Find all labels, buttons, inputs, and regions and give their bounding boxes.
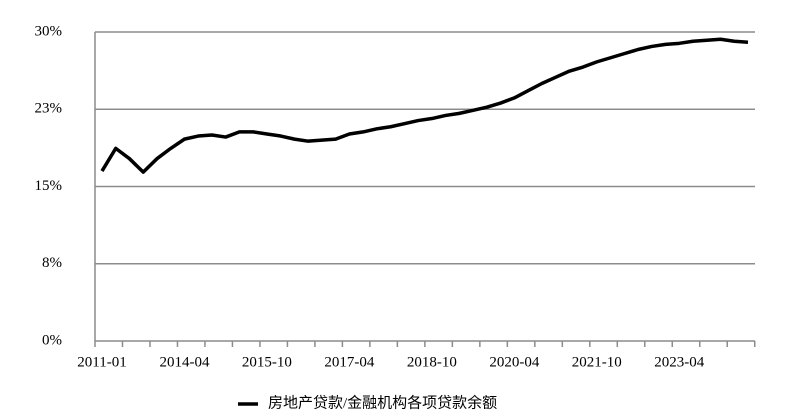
x-tick-label: 2023-04 [654, 354, 704, 370]
y-tick-label: 30% [35, 23, 63, 39]
line [100, 37, 749, 174]
x-tick-label: 2020-04 [489, 354, 539, 370]
y-tick-label: 0% [42, 332, 62, 348]
x-tick-label: 2017-04 [324, 354, 374, 370]
legend-label: 房地产贷款/金融机构各项贷款余额 [268, 393, 497, 411]
y-tick-label: 8% [42, 255, 62, 271]
x-tick-label: 2021-10 [572, 354, 622, 370]
y-tick-label: 15% [35, 178, 63, 194]
x-tick-label: 2014-04 [159, 354, 209, 370]
x-tick-label: 2015-10 [242, 354, 292, 370]
y-tick-label: 23% [35, 101, 63, 117]
x-tick-label: 2011-01 [77, 354, 126, 370]
x-tick-label: 2018-10 [407, 354, 457, 370]
